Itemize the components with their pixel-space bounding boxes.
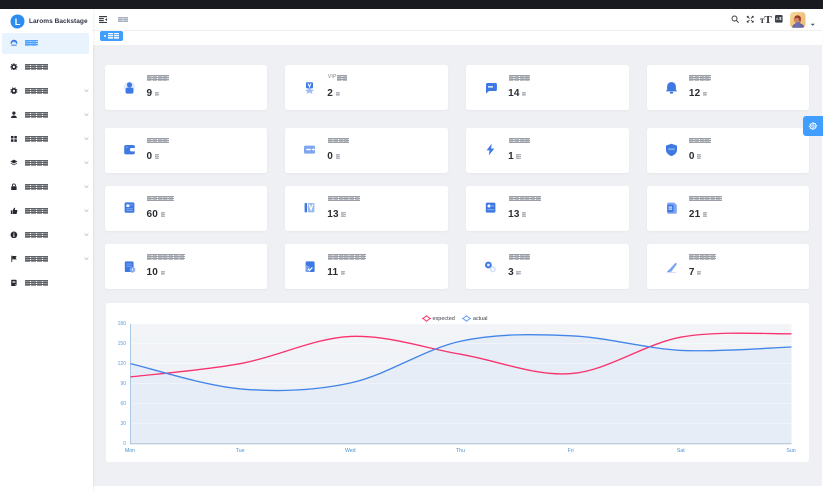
svg-text:A: A [776, 17, 779, 21]
svg-text:L: L [14, 17, 20, 27]
